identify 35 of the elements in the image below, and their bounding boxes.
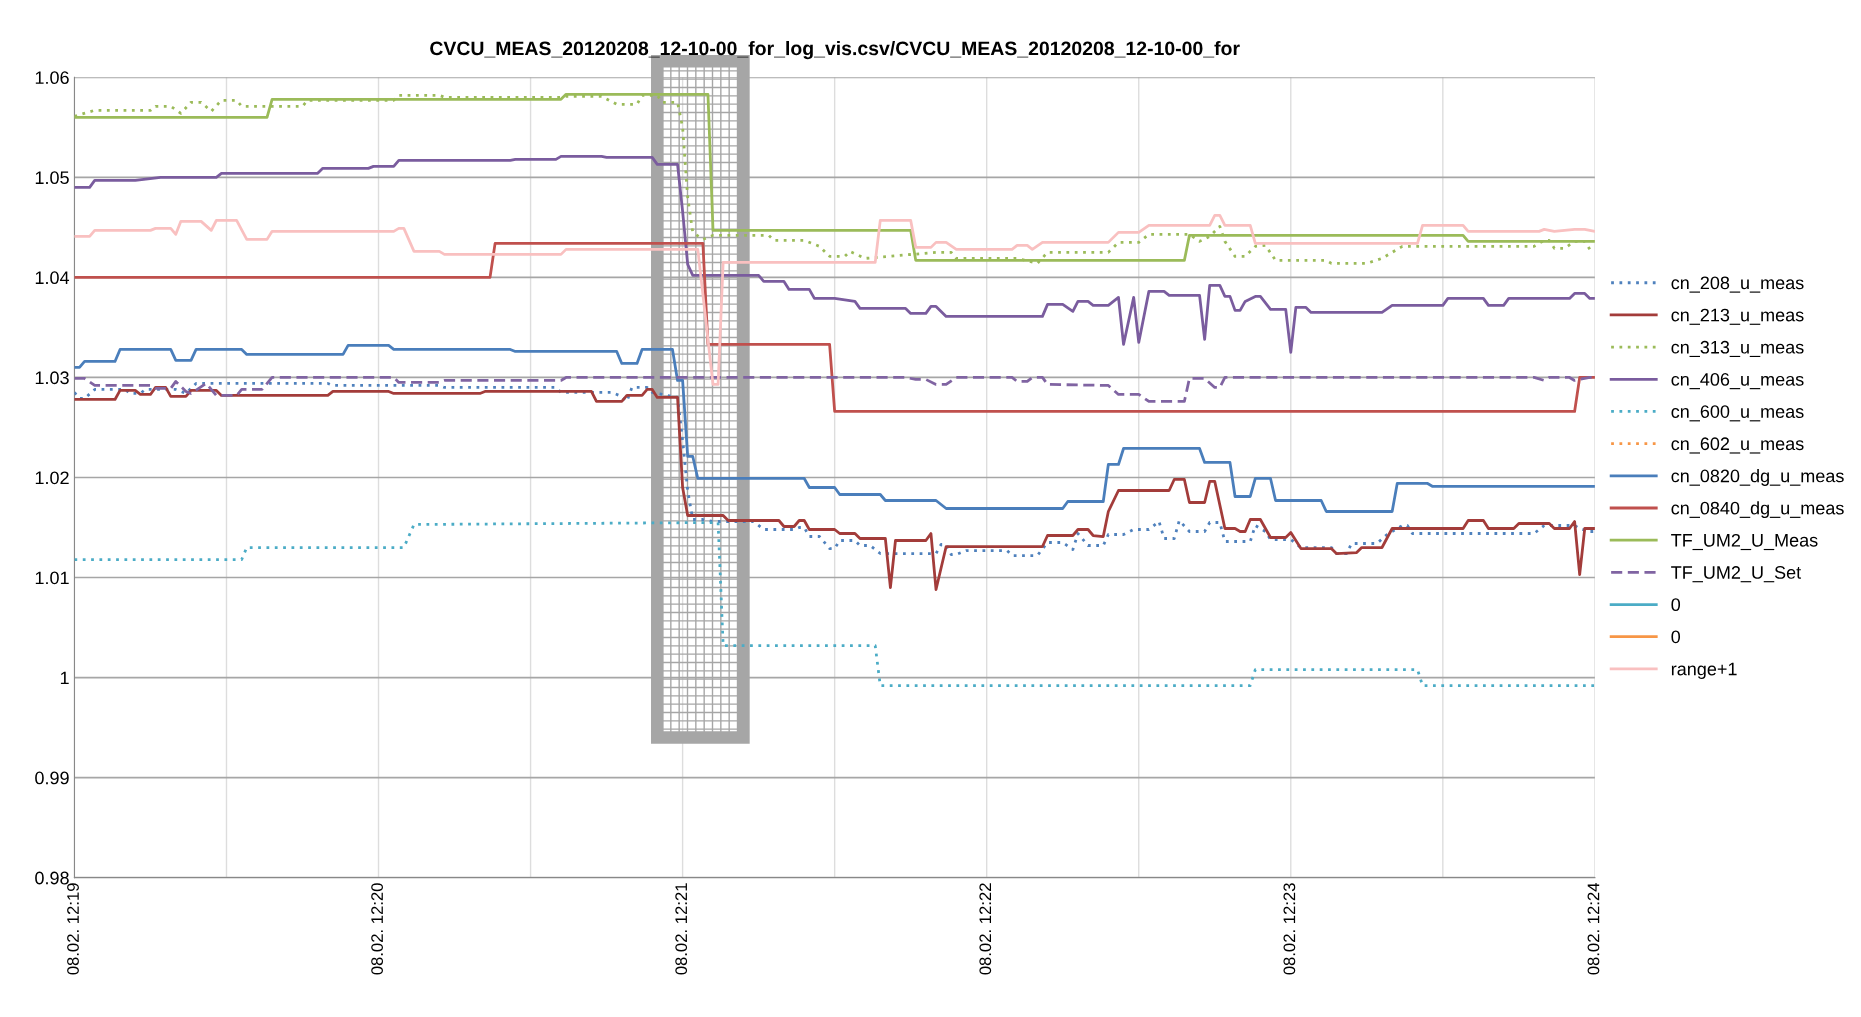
legend-label: TF_UM2_U_Meas [1671,533,1818,551]
legend-label: cn_313_u_meas [1671,340,1804,358]
legend-label: range+1 [1671,662,1737,679]
y-tick-label: 1.05 [35,171,69,185]
legend-label: 0 [1671,598,1681,612]
legend-label: cn_0840_dg_u_meas [1671,501,1844,519]
x-tick-label: 08.02. 12:20 [371,883,383,975]
line-series [74,386,1595,591]
line-series [74,521,1595,687]
line-series [74,154,1595,354]
x-tick-label: 08.02. 12:22 [979,883,992,975]
legend-label: cn_208_u_meas [1671,276,1804,293]
legend-label: cn_600_u_meas [1671,405,1804,422]
x-tick-label: 08.02. 12:19 [67,883,79,975]
legend-label: 0 [1671,630,1681,644]
y-tick-label: 1.02 [35,471,69,485]
legend-label: cn_602_u_meas [1671,437,1804,454]
y-tick-label: 0.99 [35,771,69,785]
line-series [74,213,1595,386]
legend-label: TF_UM2_U_Set [1671,566,1802,583]
line-series [74,376,1595,403]
x-tick-label: 08.02. 12:24 [1587,883,1600,975]
line-series [74,241,1595,413]
legend-label: cn_406_u_meas [1671,373,1804,390]
y-tick-label: 0.98 [35,871,69,885]
x-tick-label: 08.02. 12:23 [1283,883,1296,975]
y-tick-label: 1 [60,671,69,685]
y-tick-label: 1.03 [35,371,69,385]
y-tick-label: 1.06 [35,71,69,85]
x-tick-label: 08.02. 12:21 [675,883,688,975]
y-tick-label: 1.04 [35,271,70,285]
legend-label: cn_213_u_meas [1671,308,1804,325]
chart-title: CVCU_MEAS_20120208_12-10-00_for_log_vis.csv/CVCU_MEAS_20120208_12-10-00_for [430,40,1240,60]
y-tick-label: 1.01 [35,571,69,585]
legend-label: cn_0820_dg_u_meas [1671,469,1844,486]
